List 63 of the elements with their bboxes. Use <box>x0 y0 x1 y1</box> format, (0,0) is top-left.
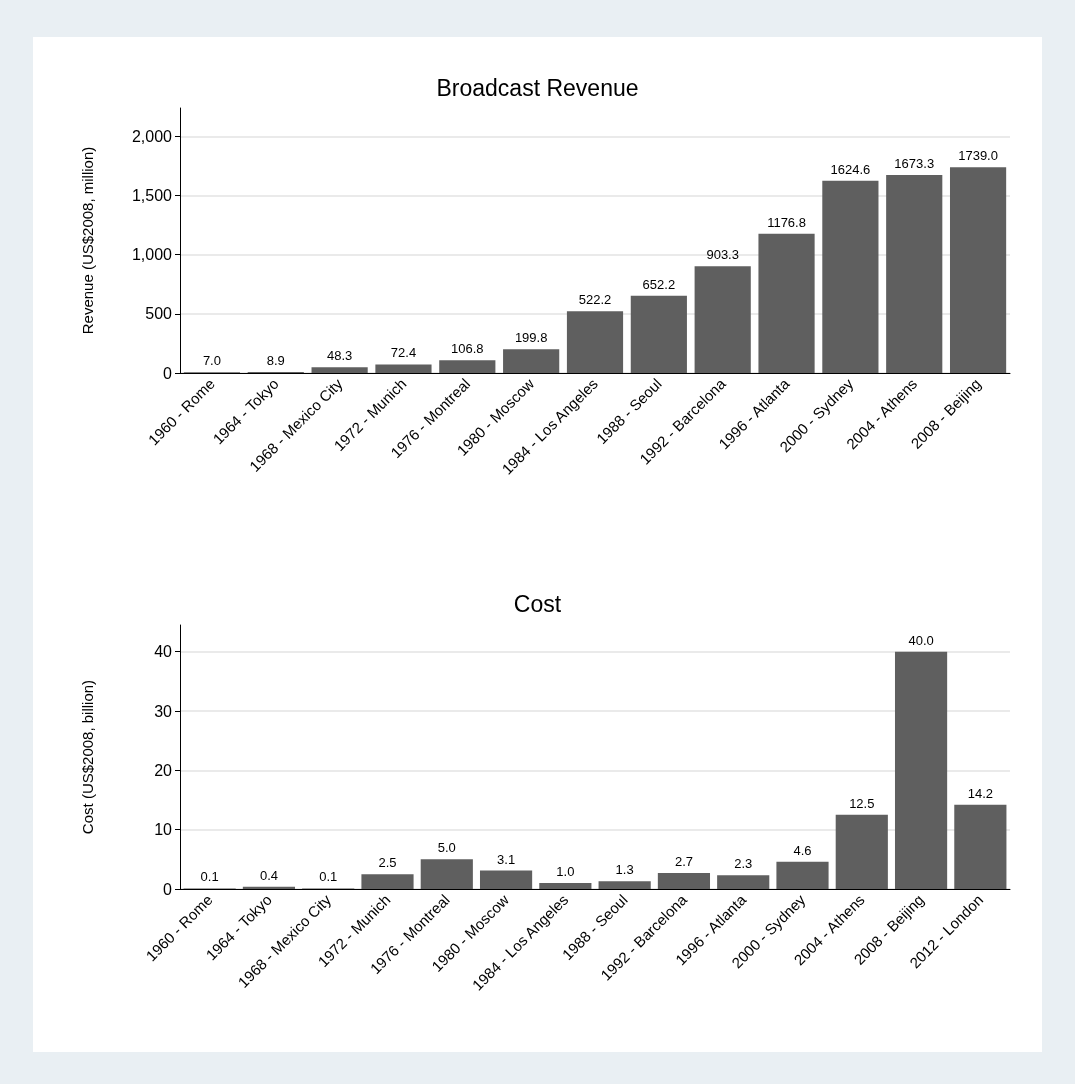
bar <box>694 266 751 373</box>
data-label: 2.5 <box>378 855 397 871</box>
data-label: 0.1 <box>319 869 338 885</box>
data-label: 3.1 <box>497 851 516 867</box>
bar <box>420 859 473 889</box>
bar <box>776 861 829 889</box>
chart-title: Cost <box>513 590 562 617</box>
data-label: 1.0 <box>556 864 575 880</box>
bar <box>361 874 414 889</box>
y-tick-label: 1,000 <box>131 246 173 264</box>
bar <box>886 175 943 373</box>
y-tick-label: 40 <box>154 643 173 661</box>
y-tick-label: 20 <box>154 761 173 779</box>
y-axis-title: Revenue (US$2008, million) <box>79 146 96 335</box>
data-label: 8.9 <box>266 352 285 368</box>
y-tick-label: 1,500 <box>131 187 173 205</box>
bar <box>630 295 687 373</box>
bar <box>954 804 1007 889</box>
data-label: 1739.0 <box>958 148 998 164</box>
bar <box>717 875 770 889</box>
data-label: 5.0 <box>437 840 456 856</box>
data-label: 7.0 <box>202 353 221 369</box>
bar <box>657 872 711 889</box>
data-label: 14.2 <box>967 785 994 801</box>
bar <box>949 167 1007 373</box>
data-label: 72.4 <box>390 345 417 361</box>
y-tick-label: 0 <box>163 880 173 898</box>
data-label: 1176.8 <box>767 214 806 230</box>
y-tick-label: 0 <box>163 364 173 382</box>
bar <box>375 364 432 373</box>
bar <box>439 360 496 373</box>
bar <box>479 870 533 889</box>
data-label: 1.3 <box>615 862 634 878</box>
data-label: 40.0 <box>908 632 934 648</box>
data-label: 652.2 <box>642 276 676 292</box>
y-tick-label: 500 <box>145 305 173 323</box>
data-label: 4.6 <box>793 842 812 858</box>
bar <box>539 883 592 889</box>
bar <box>822 180 879 373</box>
bar <box>894 651 948 889</box>
bar <box>311 367 368 373</box>
bar <box>566 311 624 373</box>
data-label: 1624.6 <box>830 161 871 177</box>
y-tick-label: 30 <box>154 702 173 720</box>
data-label: 2.7 <box>674 853 693 869</box>
data-label: 199.8 <box>514 330 548 346</box>
data-label: 0.4 <box>259 867 278 883</box>
data-label: 0.1 <box>200 869 219 885</box>
y-tick-label: 2,000 <box>131 127 173 145</box>
data-label: 522.2 <box>578 292 612 308</box>
bar <box>503 349 560 373</box>
data-label: 12.5 <box>849 795 875 811</box>
data-label: 1673.3 <box>894 156 935 172</box>
chart-title: Broadcast Revenue <box>436 74 639 101</box>
data-label: 48.3 <box>326 348 353 364</box>
y-axis-title: Cost (US$2008, billion) <box>79 679 96 835</box>
data-label: 2.3 <box>734 856 753 872</box>
data-label: 106.8 <box>451 341 484 357</box>
bar <box>758 233 815 373</box>
data-label: 903.3 <box>706 247 739 263</box>
y-tick-label: 10 <box>154 821 173 839</box>
bar <box>835 814 888 889</box>
bar <box>598 881 651 889</box>
